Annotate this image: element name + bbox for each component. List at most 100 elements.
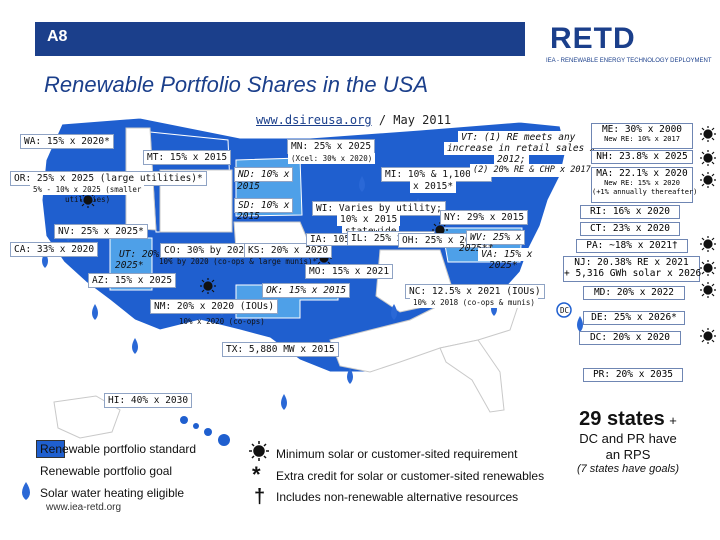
water-drop-icon (577, 316, 583, 332)
legend-dagger-label: Includes non-renewable alternative resou… (276, 490, 519, 504)
legend-standard-label: Renewable portfolio standard (40, 442, 197, 456)
state-box-pa: PA: ~18% x 2021† (576, 239, 688, 253)
state-box-dc: DC: 20% x 2020 (579, 331, 681, 345)
state-box-nj-line1: NJ: 20.38% RE x 2021 (574, 257, 689, 268)
slide-code: A8 (47, 28, 68, 45)
state-label-vt3: 2012; (494, 153, 529, 166)
dc-marker (556, 302, 572, 318)
state-label-va1: VA: 15% x (478, 248, 536, 261)
legend-star-icon: * (252, 462, 261, 487)
state-label-mn1: MN: 25% x 2025 (287, 139, 376, 154)
state-label-co-sub: 10% by 2020 (co-ops & large munis)* (159, 257, 318, 266)
state-label-mi2: x 2015* (410, 180, 457, 193)
state-label-mt: MT: 15% x 2015 (143, 150, 232, 165)
state-box-de: DE: 25% x 2026* (583, 311, 685, 325)
water-drop-icon (391, 304, 397, 320)
source-line: www.dsireusa.org / May 2011 (256, 113, 451, 127)
state-label-mo: MO: 15% x 2021 (305, 264, 394, 279)
state-label-nv: NV: 25% x 2025* (54, 224, 148, 239)
summary-count: 29 states (579, 408, 665, 430)
state-label-va2: 2025* (489, 260, 518, 271)
state-label-ny: NY: 29% x 2015 (440, 210, 529, 225)
summary-box: 29 states + DC and PR have an RPS (7 sta… (553, 408, 703, 498)
state-label-ks: KS: 20% x 2020 (244, 243, 333, 258)
sun-icon (700, 260, 716, 276)
map-hawaii (180, 416, 230, 446)
source-link[interactable]: www.dsireusa.org (256, 113, 372, 127)
state-box-ct: CT: 23% x 2020 (580, 222, 680, 236)
dc-marker-label: DC (560, 306, 570, 315)
state-label-az: AZ: 15% x 2025 (88, 273, 177, 288)
state-label-vt2: increase in retail sales x (444, 142, 599, 155)
state-box-pr: PR: 20% x 2035 (583, 368, 683, 382)
summary-line2: DC and PR have (579, 431, 677, 446)
state-label-or-sub2: utilities) (65, 195, 111, 204)
state-label-nd2: 2015 (237, 181, 260, 192)
state-box-me-sub: New RE: 10% x 2017 (604, 135, 680, 143)
legend-goal-label: Renewable portfolio goal (40, 464, 173, 478)
page-title: Renewable Portfolio Shares in the USA (44, 72, 428, 97)
water-drop-icon (359, 176, 365, 192)
sun-icon (700, 150, 716, 166)
sun-icon (700, 328, 716, 344)
retd-logo: RETD IEA - RENEWABLE ENERGY TECHNOLOGY D… (540, 22, 712, 64)
state-label-wa: WA: 15% x 2020* (20, 134, 114, 149)
state-box-ma-main: MA: 22.1% x 2020 (596, 168, 688, 179)
state-label-nd1: ND: 10% x (234, 167, 294, 182)
state-label-nc-sub: 10% x 2018 (co-ops & munis) (410, 297, 538, 308)
state-label-mn2: (Xcel: 30% x 2020) (288, 153, 376, 164)
state-label-ok: OK: 15% x 2015 (262, 283, 351, 298)
state-box-nj: NJ: 20.38% RE x 2021 + 5,316 GWh solar x… (563, 256, 702, 282)
legend-star-label: Extra credit for solar or customer-sited… (276, 469, 545, 483)
legend-water-drop-icon (22, 482, 30, 500)
water-drop-icon (281, 394, 287, 410)
state-box-md: MD: 20% x 2022 (583, 286, 685, 300)
state-box-ma: MA: 22.1% x 2020 New RE: 15% x 2020 (+1%… (591, 167, 698, 203)
state-label-wv2: 2025*† (459, 243, 494, 254)
state-box-me-main: ME: 30% x 2000 (601, 124, 683, 135)
summary-line3: an RPS (605, 447, 651, 462)
state-box-ma-sub2: (+1% annually thereafter) (592, 188, 698, 196)
header-bar: A8 (35, 22, 525, 56)
legend-solar-label: Minimum solar or customer-sited requirem… (276, 447, 518, 461)
legend-sun-icon (249, 441, 269, 461)
state-label-nm: NM: 20% x 2020 (IOUs) (150, 299, 279, 314)
sun-icon (700, 282, 716, 298)
state-label-wi2: 10% x 2015 (337, 213, 401, 226)
state-box-me: ME: 30% x 2000 New RE: 10% x 2017 (591, 123, 693, 149)
state-box-nh: NH: 23.8% x 2025 (591, 150, 693, 164)
source-date: / May 2011 (371, 113, 452, 127)
sun-icon (700, 236, 716, 252)
sun-icon (80, 192, 96, 208)
state-label-vt1: VT: (1) RE meets any (458, 131, 579, 144)
legend-dagger-icon: † (254, 486, 266, 508)
state-label-sd2: 2015 (237, 211, 260, 222)
logo-subtitle: IEA - RENEWABLE ENERGY TECHNOLOGY DEPLOY… (546, 58, 712, 64)
state-label-wv1: WV: 25% x (466, 230, 526, 245)
summary-line4: (7 states have goals) (576, 463, 680, 475)
state-label-vt4: (2) 20% RE & CHP x 2017 (470, 164, 594, 177)
state-label-tx: TX: 5,880 MW x 2015 (222, 342, 339, 357)
footer-url: www.iea-retd.org (46, 502, 122, 513)
water-drop-icon (347, 368, 353, 384)
state-box-nj-line2: + 5,316 GWh solar x 2026 (564, 268, 702, 279)
water-drop-icon (92, 304, 98, 320)
sun-icon (200, 278, 216, 294)
legend-water-label: Solar water heating eligible (40, 486, 185, 500)
state-label-ca: CA: 33% x 2020 (10, 242, 99, 257)
summary-plus: + (669, 413, 677, 428)
state-box-ri: RI: 16% x 2020 (580, 205, 680, 219)
map-alaska (53, 395, 121, 439)
state-label-ut2: 2025* (115, 260, 144, 271)
state-label-or-sub1: 5% - 10% x 2025 (smaller (30, 184, 145, 195)
state-box-ma-sub1: New RE: 15% x 2020 (604, 179, 680, 187)
legend-standard-swatch (36, 440, 65, 458)
state-label-sd1: SD: 10% x (234, 198, 294, 213)
state-label-hi: HI: 40% x 2030 (104, 393, 193, 408)
water-drop-icon (132, 338, 138, 354)
state-label-nm-sub: 10% x 2020 (co-ops) (179, 317, 265, 326)
sun-icon (700, 172, 716, 188)
map-fl (439, 339, 505, 413)
logo-text: RETD (550, 22, 636, 55)
sun-icon (700, 126, 716, 142)
